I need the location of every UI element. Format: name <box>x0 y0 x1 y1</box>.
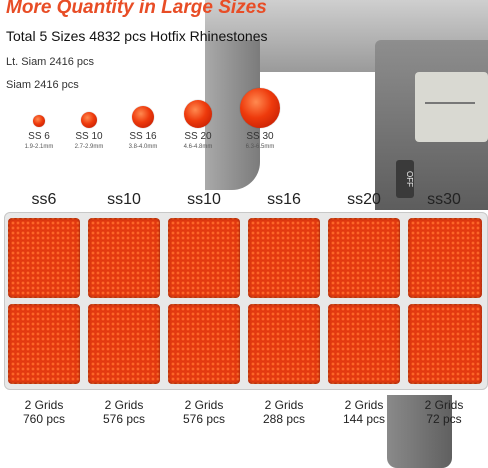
grids-label-5: 2 Grids <box>344 398 384 412</box>
caliper-off-button: OFF <box>396 160 414 198</box>
sample-range-ss30: 6.3-6.5mm <box>245 144 275 150</box>
compartment-label-5: ss20 <box>347 191 381 208</box>
sample-label-ss30: SS 30 <box>246 131 274 142</box>
sample-range-ss6: 1.9-2.1mm <box>24 144 54 150</box>
grids-label-1: 2 Grids <box>24 398 64 412</box>
compartment-6-bottom <box>408 304 482 384</box>
compartment-label-2: ss10 <box>107 191 141 208</box>
storage-tray <box>4 212 488 390</box>
compartment-label-1: ss6 <box>31 191 57 208</box>
compartment-label-6: ss30 <box>427 191 461 208</box>
compartment-label-4: ss16 <box>267 191 301 208</box>
compartment-4-top <box>248 218 320 298</box>
caliper-display-digits <box>425 80 475 108</box>
grids-label-6: 2 Grids <box>424 398 464 412</box>
sample-stone-ss10 <box>81 112 97 128</box>
compartment-label-3: ss10 <box>187 191 221 208</box>
count-label-1: 760 pcs <box>22 412 66 426</box>
sample-label-ss20: SS 20 <box>184 131 212 142</box>
count-label-5: 144 pcs <box>342 412 386 426</box>
headline: More Quantity in Large Sizes <box>6 0 267 18</box>
count-label-4: 288 pcs <box>262 412 306 426</box>
sample-label-ss16: SS 16 <box>129 131 157 142</box>
caliper-display <box>415 72 488 142</box>
compartment-3-bottom <box>168 304 240 384</box>
grids-label-4: 2 Grids <box>264 398 304 412</box>
total-summary: Total 5 Sizes 4832 pcs Hotfix Rhinestone… <box>6 28 268 44</box>
count-label-6: 72 pcs <box>426 412 462 426</box>
sample-stone-ss16 <box>132 106 154 128</box>
compartment-3-top <box>168 218 240 298</box>
grids-label-2: 2 Grids <box>104 398 144 412</box>
sample-range-ss10: 2.7-2.9mm <box>74 144 104 150</box>
caliper-lower-jaw <box>387 395 452 468</box>
sample-label-ss6: SS 6 <box>28 131 50 142</box>
grids-label-3: 2 Grids <box>184 398 224 412</box>
sample-label-ss10: SS 10 <box>75 131 103 142</box>
sample-stone-ss20 <box>184 100 212 128</box>
compartment-2-bottom <box>88 304 160 384</box>
compartment-4-bottom <box>248 304 320 384</box>
compartment-1-top <box>8 218 80 298</box>
compartment-2-top <box>88 218 160 298</box>
compartment-5-top <box>328 218 400 298</box>
count-label-2: 576 pcs <box>102 412 146 426</box>
sample-stone-ss6 <box>33 115 45 127</box>
compartment-5-bottom <box>328 304 400 384</box>
sample-stone-ss30 <box>240 88 280 128</box>
compartment-1-bottom <box>8 304 80 384</box>
color-line-lt-siam: Lt. Siam 2416 pcs <box>6 56 95 68</box>
compartment-6-top <box>408 218 482 298</box>
count-label-3: 576 pcs <box>182 412 226 426</box>
sample-range-ss20: 4.6-4.8mm <box>183 144 213 150</box>
color-line-siam: Siam 2416 pcs <box>6 79 79 91</box>
sample-range-ss16: 3.8-4.0mm <box>128 144 158 150</box>
